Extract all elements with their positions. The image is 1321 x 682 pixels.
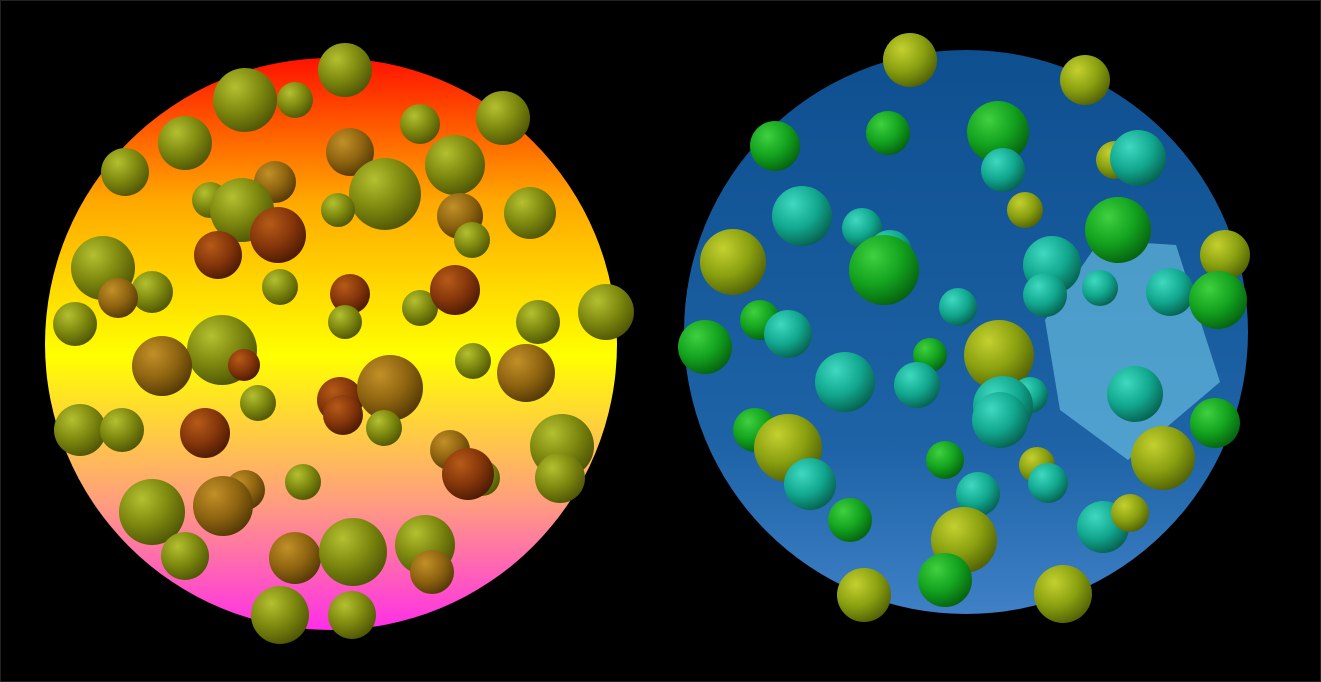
sphere [328, 305, 362, 339]
sphere [497, 344, 555, 402]
sphere [455, 343, 491, 379]
sphere [1034, 565, 1092, 623]
sphere [1085, 197, 1151, 263]
left-spheres [53, 43, 634, 644]
sphere [349, 158, 421, 230]
sphere [410, 550, 454, 594]
sphere [54, 404, 106, 456]
sphere [815, 352, 875, 412]
sphere [476, 91, 530, 145]
sphere [516, 300, 560, 344]
sphere [883, 33, 937, 87]
sphere [161, 532, 209, 580]
sphere [251, 586, 309, 644]
sphere [425, 135, 485, 195]
sphere [1028, 463, 1068, 503]
sphere [319, 518, 387, 586]
sphere [972, 392, 1028, 448]
sphere [837, 568, 891, 622]
right-spheres [678, 33, 1250, 623]
sphere [700, 229, 766, 295]
sphere [967, 101, 1029, 163]
sphere [1107, 366, 1163, 422]
sphere [180, 408, 230, 458]
sphere [328, 591, 376, 639]
sphere [318, 43, 372, 97]
sphere [866, 111, 910, 155]
sphere [1190, 398, 1240, 448]
sphere [1007, 192, 1043, 228]
sphere [430, 265, 480, 315]
right-panel [678, 33, 1250, 623]
sphere [100, 408, 144, 452]
sphere [1110, 130, 1166, 186]
sphere [193, 476, 253, 536]
sphere [750, 121, 800, 171]
sphere [578, 284, 634, 340]
sphere [285, 464, 321, 500]
sphere [402, 290, 438, 326]
sphere [504, 187, 556, 239]
sphere [194, 231, 242, 279]
sphere [240, 385, 276, 421]
sphere [918, 553, 972, 607]
sphere [926, 441, 964, 479]
sphere [131, 271, 173, 313]
sphere [956, 472, 1000, 516]
sphere [764, 310, 812, 358]
sphere [98, 278, 138, 318]
sphere [262, 269, 298, 305]
sphere [269, 532, 321, 584]
sphere [132, 336, 192, 396]
sphere [228, 349, 260, 381]
sphere [213, 68, 277, 132]
sphere [323, 395, 363, 435]
sphere [400, 104, 440, 144]
sphere [849, 235, 919, 305]
sphere [828, 498, 872, 542]
sphere [321, 193, 355, 227]
sphere [1082, 270, 1118, 306]
sphere [277, 82, 313, 118]
sphere [1131, 426, 1195, 490]
sphere [330, 274, 370, 314]
sphere [357, 355, 423, 421]
sphere [964, 320, 1034, 390]
sphere [442, 448, 494, 500]
sphere [1023, 273, 1067, 317]
sphere [678, 320, 732, 374]
sphere [250, 207, 306, 263]
sphere [119, 479, 185, 545]
sphere [1189, 271, 1247, 329]
sphere [535, 453, 585, 503]
sphere [939, 288, 977, 326]
sphere [1060, 55, 1110, 105]
sphere [53, 302, 97, 346]
sphere [784, 458, 836, 510]
sphere [772, 186, 832, 246]
sphere [1111, 494, 1149, 532]
sphere [366, 410, 402, 446]
sphere [1146, 268, 1194, 316]
sphere [454, 222, 490, 258]
sphere [326, 128, 374, 176]
left-panel [45, 43, 634, 644]
sphere [101, 148, 149, 196]
sphere [158, 116, 212, 170]
sphere [894, 362, 940, 408]
sphere [981, 148, 1025, 192]
sphere [1200, 230, 1250, 280]
